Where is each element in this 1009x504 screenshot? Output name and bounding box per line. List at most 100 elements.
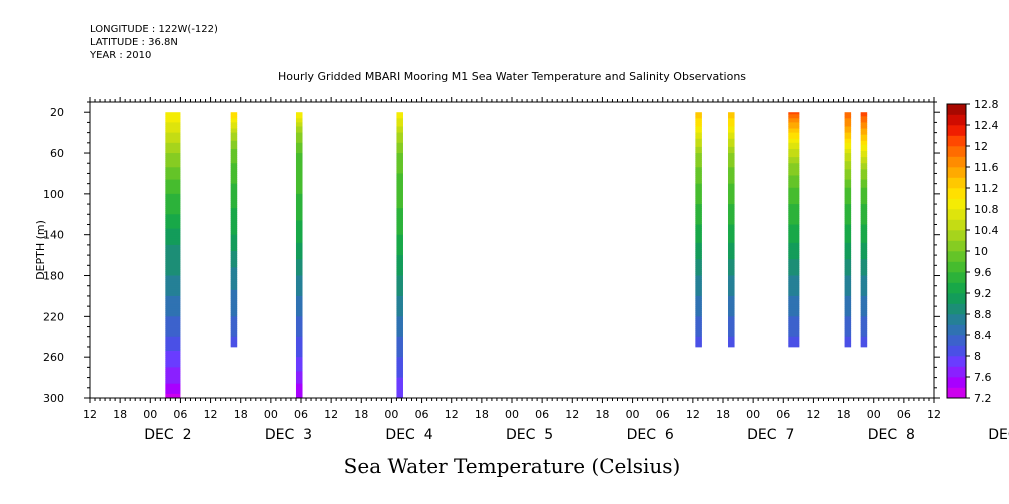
profile-cell	[788, 302, 800, 305]
profile-cell	[844, 314, 852, 317]
profile-cell	[295, 138, 303, 142]
colorbar-swatch	[947, 303, 966, 315]
profile-cell	[695, 187, 702, 191]
profile-cell	[396, 181, 403, 185]
profile-cell	[788, 214, 800, 217]
profile-cell	[165, 283, 181, 287]
profile-cell	[728, 146, 735, 150]
profile-cell	[396, 316, 403, 319]
profile-cell	[860, 275, 868, 278]
profile-cell	[165, 389, 181, 393]
profile-cell	[396, 379, 403, 383]
profile-cell	[788, 277, 800, 280]
y-tick-label: 60	[50, 147, 64, 160]
profile-cell	[788, 116, 800, 119]
profile-cell	[788, 130, 800, 134]
profile-cell	[844, 267, 852, 270]
profile-cell	[695, 261, 702, 264]
profile-cell	[695, 130, 702, 134]
profile-cell	[788, 332, 800, 336]
profile-cell	[788, 165, 800, 168]
x-day-label: DEC 9	[988, 427, 1009, 443]
profile-cell	[728, 279, 735, 283]
profile-cell	[788, 281, 800, 285]
profile-cell	[788, 328, 800, 332]
profile-cell	[844, 322, 852, 325]
profile-cell	[695, 175, 702, 178]
profile-cell	[844, 228, 852, 232]
profile-cell	[695, 238, 702, 242]
profile-cell	[165, 248, 181, 252]
profile-cell	[728, 175, 735, 178]
profile-cell	[695, 136, 702, 140]
profile-cell	[295, 179, 303, 183]
profile-cell	[695, 283, 702, 287]
profile-cell	[844, 185, 852, 189]
profile-cell	[396, 248, 403, 252]
colorbar-tick-label: 8.4	[974, 329, 992, 342]
profile-cell	[860, 177, 868, 180]
profile-cell	[230, 293, 238, 297]
profile-cell	[695, 214, 702, 217]
profile-cell	[695, 159, 702, 162]
profile-cell	[695, 142, 702, 146]
profile-cell	[295, 269, 303, 272]
profile-cell	[396, 171, 403, 174]
profile-cell	[844, 246, 852, 250]
profile-cell	[396, 159, 403, 162]
profile-cell	[860, 342, 868, 346]
profile-cell	[230, 253, 238, 256]
profile-cell	[165, 383, 181, 387]
profile-cell	[844, 324, 852, 327]
profile-cell	[165, 226, 181, 229]
profile-cell	[695, 259, 702, 262]
profile-6	[728, 112, 735, 348]
profile-cell	[695, 206, 702, 209]
profile-cell	[860, 238, 868, 242]
profile-cell	[728, 179, 735, 183]
profile-cell	[396, 177, 403, 180]
profile-cell	[788, 136, 800, 140]
profile-cell	[860, 136, 868, 140]
profile-cell	[295, 371, 303, 374]
profile-cell	[728, 306, 735, 309]
colorbar-tick-label: 10.8	[974, 203, 999, 216]
profile-cell	[860, 230, 868, 234]
profile-cell	[844, 287, 852, 291]
profile-cell	[396, 128, 403, 131]
profile-cell	[788, 344, 800, 348]
profile-cell	[295, 124, 303, 127]
profile-5	[695, 112, 702, 348]
colorbar-swatch	[947, 377, 966, 388]
profile-cell	[396, 126, 403, 129]
profile-cell	[396, 271, 403, 274]
profile-cell	[695, 228, 702, 232]
profile-cell	[295, 340, 303, 344]
profile-cell	[860, 308, 868, 311]
profile-cell	[695, 244, 702, 248]
profile-cell	[295, 293, 303, 297]
profile-cell	[860, 267, 868, 270]
profile-cell	[788, 155, 800, 158]
profile-cell	[844, 136, 852, 140]
profile-cell	[230, 273, 238, 276]
profile-cell	[165, 163, 181, 166]
profile-cell	[728, 142, 735, 146]
y-axis-title: DEPTH (m)	[34, 220, 47, 280]
colorbar-swatch	[947, 209, 966, 220]
profile-cell	[396, 216, 403, 219]
x-day-label: DEC 5	[506, 427, 553, 443]
profile-cell	[396, 138, 403, 142]
profile-cell	[860, 118, 868, 121]
profile-cell	[695, 155, 702, 158]
profile-cell	[844, 153, 852, 156]
profile-cell	[165, 273, 181, 276]
profile-cell	[844, 224, 852, 227]
profile-cell	[844, 328, 852, 332]
profile-cell	[788, 322, 800, 325]
profile-cell	[165, 269, 181, 272]
profile-cell	[844, 165, 852, 168]
profile-cell	[396, 344, 403, 348]
profile-cell	[728, 300, 735, 303]
profile-cell	[728, 238, 735, 242]
